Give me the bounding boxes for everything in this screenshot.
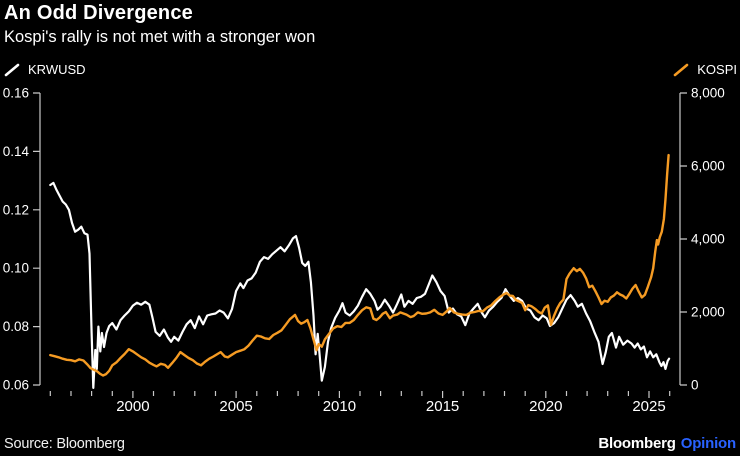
- x-axis-tick-label: 2020: [529, 398, 562, 415]
- source-note: Source: Bloomberg: [4, 436, 125, 452]
- x-axis-tick-label: 2000: [116, 398, 149, 415]
- left-axis-tick-label: 0.08: [3, 319, 29, 334]
- left-axis: [33, 92, 41, 386]
- left-axis-tick-label: 0.14: [3, 144, 30, 159]
- brand-logo: Bloomberg Opinion: [598, 435, 736, 452]
- chart-subtitle: Kospi's rally is not met with a stronger…: [4, 28, 316, 46]
- right-axis: [679, 92, 687, 386]
- brand-bloomberg: Bloomberg: [598, 435, 676, 452]
- page-title: An Odd Divergence: [4, 2, 193, 24]
- legend-krwusd: KRWUSD: [4, 62, 86, 77]
- legend-kospi-label: KOSPI: [697, 62, 737, 77]
- x-axis-tick-label: 2005: [219, 398, 252, 415]
- slash-icon: [4, 63, 20, 76]
- brand-opinion: Opinion: [680, 435, 736, 452]
- slash-icon: [673, 63, 689, 76]
- krwusd-line: [49, 181, 671, 389]
- krwusd-legend-slash: [4, 63, 20, 76]
- legend-krwusd-label: KRWUSD: [28, 62, 86, 77]
- right-axis-tick-label: 4,000: [691, 232, 725, 247]
- right-axis-tick-label: 2,000: [691, 305, 725, 320]
- left-axis-tick-label: 0.12: [3, 202, 29, 217]
- right-axis-tick-label: 8,000: [691, 86, 725, 101]
- legend-kospi: KOSPI: [673, 62, 737, 77]
- left-axis-tick-label: 0.16: [3, 86, 29, 101]
- x-axis-tick-label: 2010: [323, 398, 356, 415]
- x-axis-ticks: [49, 391, 671, 398]
- left-axis-tick-label: 0.06: [3, 378, 29, 393]
- kospi-line: [49, 153, 670, 377]
- left-axis-tick-label: 0.10: [3, 261, 29, 276]
- right-axis-tick-label: 6,000: [691, 159, 725, 174]
- x-axis-tick-label: 2025: [632, 398, 665, 415]
- x-axis-tick-label: 2015: [426, 398, 459, 415]
- kospi-legend-slash: [673, 63, 689, 76]
- right-axis-tick-label: 0: [691, 378, 699, 393]
